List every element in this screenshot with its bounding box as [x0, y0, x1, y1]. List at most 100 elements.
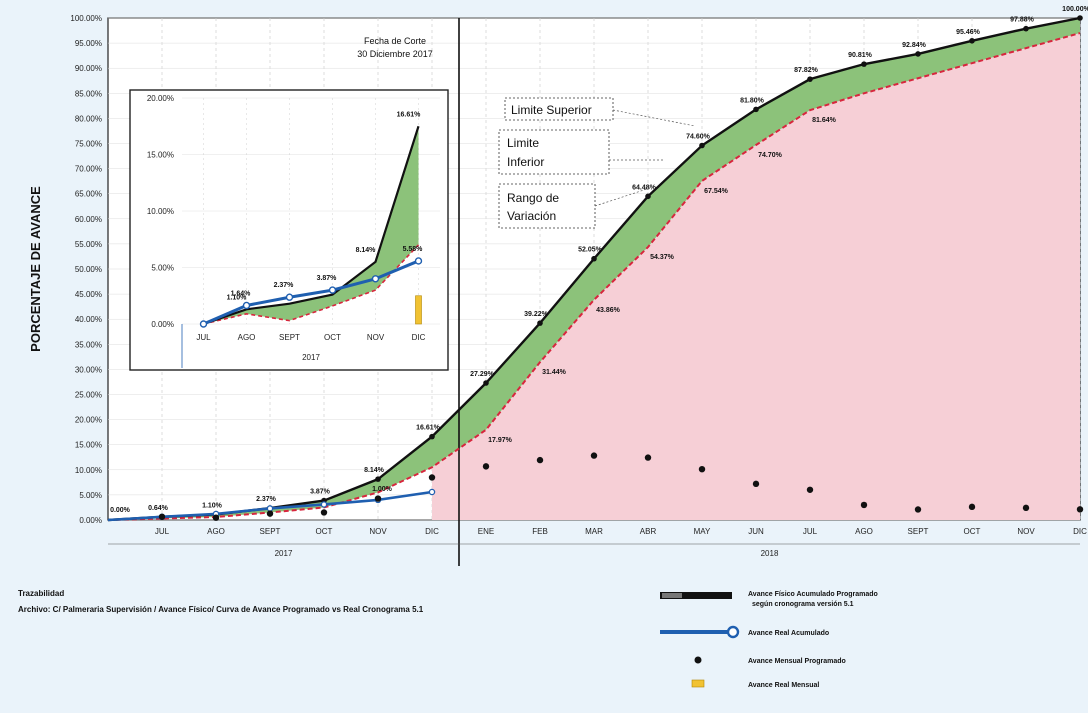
lower-limit-data-label: 43.86% [596, 307, 621, 314]
programmed-data-label: 2.37% [256, 496, 277, 503]
inset-x-tick-label: AGO [238, 333, 256, 342]
inset-x-tick-label: NOV [367, 333, 385, 342]
range-pointer [594, 187, 651, 207]
inset-green-band [203, 126, 419, 324]
programmed-data-label: 87.82% [794, 67, 819, 74]
inset-real-data-label: 5.58% [403, 246, 424, 253]
y-tick-label: 60.00% [75, 215, 102, 224]
y-tick-label: 45.00% [75, 290, 102, 299]
y-tick-label: 100.00% [70, 14, 102, 23]
real-accumulated-point [428, 488, 436, 496]
monthly-programmed-point [698, 465, 706, 473]
real-accumulated-point [320, 501, 328, 508]
monthly-programmed-point [482, 463, 490, 470]
monthly-programmed-point [1076, 506, 1084, 513]
lower-limit-data-label: 17.97% [488, 437, 513, 444]
monthly-programmed-point [644, 454, 652, 461]
year-label-2018: 2018 [761, 549, 779, 558]
programmed-data-label: 100.00% [1062, 6, 1088, 13]
programmed-point [1023, 25, 1029, 32]
programmed-data-label: 8.14% [364, 467, 385, 474]
legend-real-monthly-label: Avance Real Mensual [748, 682, 819, 689]
inset-y-tick-label: 10.00% [147, 207, 174, 216]
programmed-data-label: 3.87% [310, 489, 331, 496]
inset-real-point [199, 320, 208, 328]
inset-real-data-label: 1.64% [231, 290, 252, 297]
range-label-1: Rango de [507, 191, 559, 205]
inset-x-tick-label: SEPT [279, 333, 300, 342]
inset-programmed-data-label: 16.61% [397, 111, 422, 118]
x-tick-label: OCT [316, 527, 333, 536]
x-tick-label: AGO [855, 527, 873, 536]
programmed-point [483, 380, 489, 386]
x-tick-label: SEPT [260, 527, 281, 536]
upper-limit-label: Limite Superior [511, 103, 592, 117]
lower-limit-label-2: Inferior [507, 155, 544, 169]
x-tick-label: MAR [585, 527, 603, 536]
inset-real-monthly-bar [415, 295, 422, 325]
programmed-data-label: 74.60% [686, 134, 711, 141]
legend-monthly-marker [694, 656, 702, 664]
y-tick-label: 0.00% [79, 516, 102, 525]
inset-real-point [328, 286, 337, 294]
legend-programmed-swatch-shade [662, 593, 682, 598]
x-tick-label: JUL [803, 527, 818, 536]
programmed-point [969, 37, 975, 44]
annotations: Fecha de Corte 30 Diciembre 2017 Limite Su… [357, 36, 696, 229]
x-tick-label: DIC [1073, 527, 1087, 536]
inset-y-tick-label: 5.00% [151, 264, 174, 273]
programmed-point [861, 61, 867, 67]
inset-plot: 0.00% 5.00% 10.00% 15.00% 20.00% JUL AGO SEPT OC… [129, 89, 449, 371]
programmed-point [645, 193, 651, 200]
range-box [498, 183, 596, 229]
programmed-point [375, 476, 381, 482]
programmed-point [1077, 15, 1083, 21]
legend-real-monthly-swatch [691, 679, 705, 688]
y-tick-label: 10.00% [75, 466, 102, 475]
inset-real-point [285, 293, 294, 301]
y-tick-label: 15.00% [75, 441, 102, 450]
x-tick-label: JUN [748, 527, 764, 536]
programmed-data-label: 52.05% [578, 247, 603, 254]
x-tick-label: SEPT [908, 527, 929, 536]
monthly-programmed-point [266, 510, 274, 517]
monthly-programmed-point [212, 514, 220, 521]
cut-date-title: Fecha de Corte [364, 36, 426, 46]
inset-y-tick-label: 20.00% [147, 94, 174, 103]
y-tick-label: 75.00% [75, 140, 102, 149]
x-tick-label: JUL [155, 527, 170, 536]
inset-year-label: 2017 [302, 353, 320, 362]
programmed-data-label: 64.48% [632, 184, 657, 191]
inset-y-tick-label: 0.00% [151, 320, 174, 329]
programmed-point [537, 320, 543, 326]
y-tick-label: 20.00% [75, 416, 102, 425]
real-accumulated-point [266, 505, 274, 512]
legend-programmed-label: Avance Físico Acumulado Programado [748, 591, 878, 598]
programmed-data-label: 16.61% [416, 425, 441, 432]
lower-limit-data-label: 67.54% [704, 188, 729, 195]
variation-green-band [108, 18, 1080, 520]
x-tick-label: ABR [640, 527, 657, 536]
inset-x-tick-label: JUL [196, 333, 211, 342]
real-data-label: 1.00% [372, 486, 393, 493]
y-tick-label: 70.00% [75, 165, 102, 174]
programmed-data-label: 0.64% [148, 505, 169, 512]
y-tick-label: 25.00% [75, 391, 102, 400]
y-tick-label: 30.00% [75, 365, 102, 374]
x-tick-label: ENE [478, 527, 494, 536]
legend-programmed-swatch [660, 592, 732, 599]
y-tick-label: 65.00% [75, 190, 102, 199]
monthly-programmed-point [158, 513, 166, 520]
lower-limit-box [498, 129, 610, 175]
footer-title: Trazabilidad [18, 589, 64, 598]
programmed-data-label: 81.80% [740, 97, 765, 104]
inset-x-tick-label: OCT [324, 333, 341, 342]
y-tick-label: 55.00% [75, 240, 102, 249]
monthly-programmed-point [914, 506, 922, 513]
lower-limit-data-label: 81.64% [812, 117, 837, 124]
programmed-point [753, 106, 759, 113]
programmed-data-label: 95.46% [956, 29, 981, 36]
legend-real-marker [726, 625, 740, 639]
traceability-footer: Trazabilidad Archivo: C/ Palmeraria Super… [18, 589, 424, 614]
